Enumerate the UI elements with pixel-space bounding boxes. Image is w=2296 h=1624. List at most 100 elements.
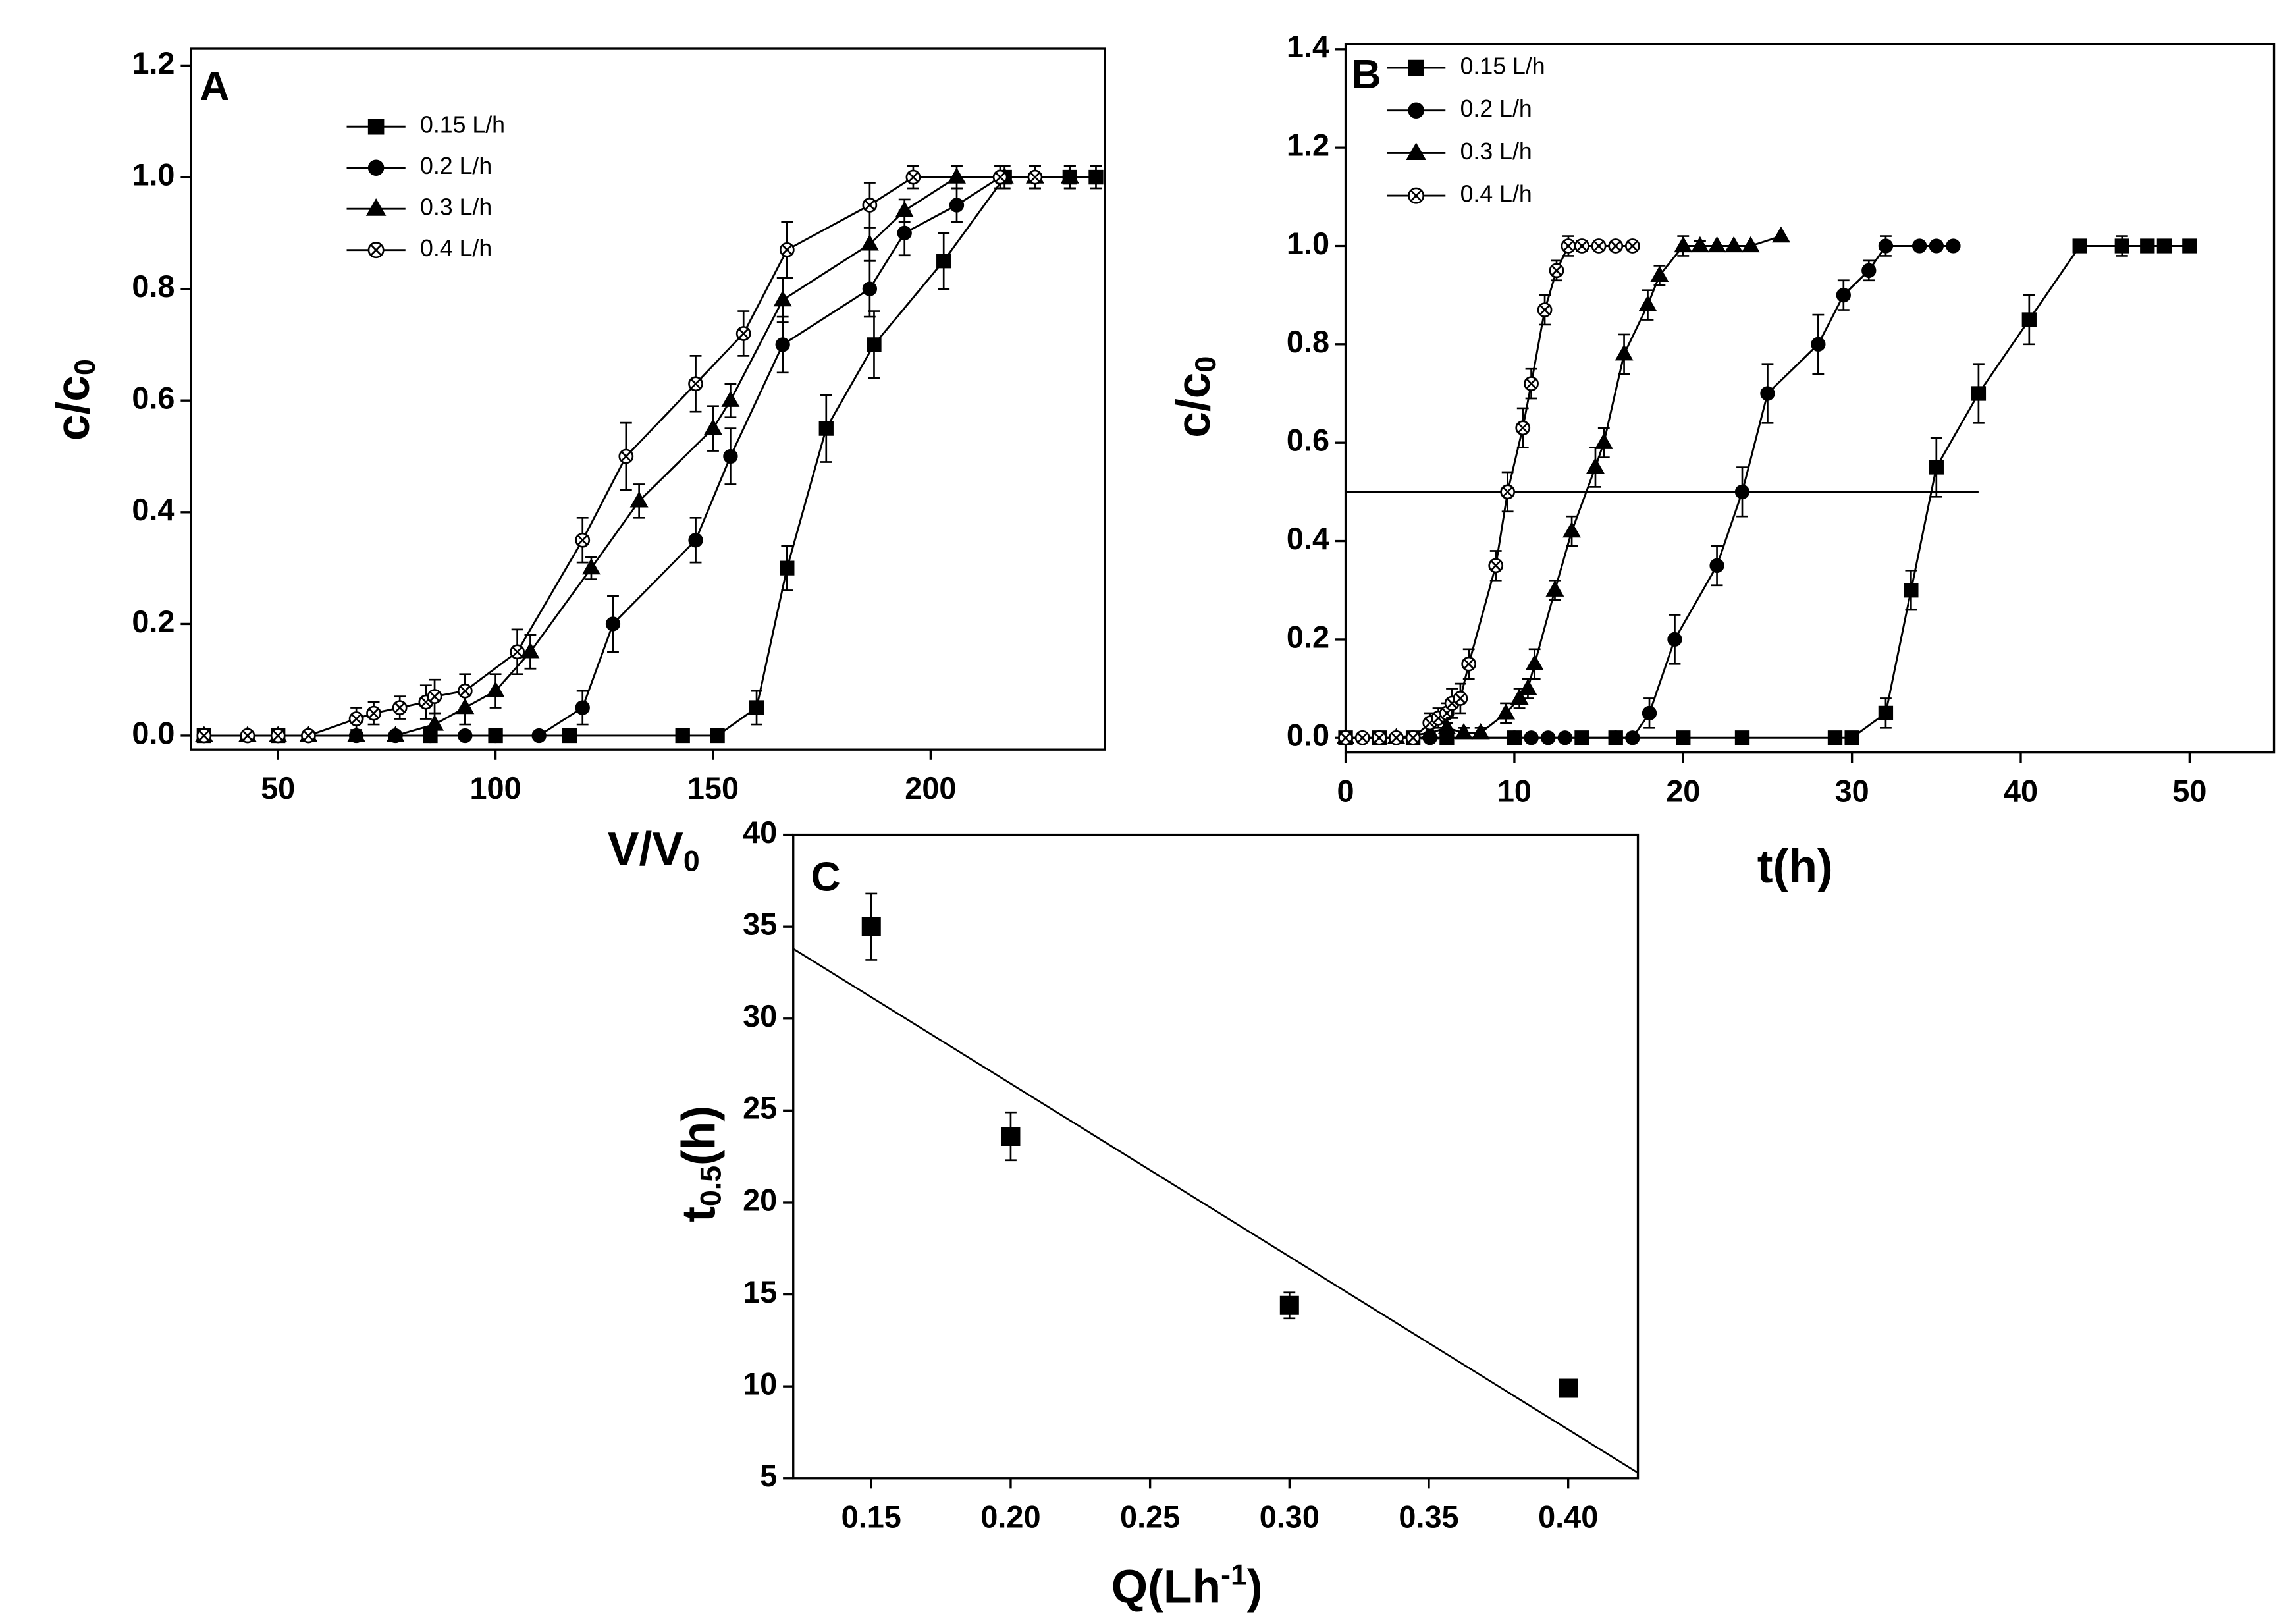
- data-point: [867, 337, 882, 352]
- y-tick-label: 1.2: [132, 46, 174, 80]
- x-tick-label: 30: [1835, 774, 1869, 808]
- data-point: [1772, 226, 1790, 243]
- y-tick-label: 35: [743, 907, 777, 942]
- data-point: [710, 728, 725, 744]
- data-point: [2182, 238, 2197, 254]
- data-point: [775, 337, 790, 352]
- data-point: [1507, 730, 1522, 745]
- plot-frame: [792, 833, 1640, 1480]
- data-point: [1929, 238, 1944, 254]
- data-point: [779, 242, 795, 257]
- data-point: [486, 681, 505, 697]
- data-point: [629, 491, 649, 508]
- y-tick-label: 1.0: [132, 157, 174, 192]
- data-point: [1625, 730, 1640, 745]
- data-point: [1861, 263, 1877, 278]
- data-point: [2072, 238, 2087, 254]
- panel-label: A: [200, 63, 229, 109]
- legend-label: 0.2 L/h: [420, 153, 492, 179]
- data-point: [1279, 1295, 1299, 1315]
- data-point: [1562, 521, 1582, 538]
- data-point: [240, 728, 255, 744]
- legend-label: 0.3 L/h: [420, 194, 492, 221]
- data-point: [510, 644, 525, 660]
- y-tick-label: 0.0: [1287, 718, 1329, 753]
- data-point: [1844, 730, 1859, 745]
- y-tick-label: 0.6: [132, 381, 174, 416]
- y-tick-label: 0.0: [132, 716, 174, 750]
- data-point: [1518, 678, 1537, 695]
- data-point: [1027, 169, 1043, 185]
- data-point: [581, 558, 601, 575]
- axis-title-part: t: [672, 1206, 725, 1222]
- data-point: [2140, 238, 2155, 254]
- data-point: [1946, 238, 1961, 254]
- axis-title-part: 0.5: [695, 1166, 727, 1206]
- data-point: [862, 281, 878, 296]
- legend-marker: [1408, 102, 1424, 119]
- legend-label: 0.4 L/h: [420, 235, 492, 261]
- data-point: [1734, 484, 1750, 500]
- axis-title-part: c/c: [47, 375, 99, 441]
- data-point: [488, 728, 503, 744]
- data-point: [749, 700, 764, 715]
- data-point: [1929, 460, 1944, 475]
- axis-title-part: Q(Lh: [1111, 1560, 1221, 1613]
- axis-title-part: 0: [683, 845, 700, 877]
- x-tick-label: 40: [2004, 774, 2038, 808]
- data-point: [1088, 169, 1104, 185]
- data-point: [723, 448, 738, 464]
- data-point: [688, 533, 703, 548]
- plot-frame: [1344, 43, 2276, 754]
- legend-marker: [367, 118, 385, 135]
- data-point: [948, 167, 966, 184]
- data-point: [1537, 302, 1553, 317]
- data-point: [301, 728, 316, 744]
- data-point: [1510, 688, 1529, 705]
- y-tick-label: 15: [743, 1275, 777, 1309]
- data-point: [1591, 238, 1607, 254]
- data-point: [1690, 236, 1709, 253]
- y-tick-label: 0.6: [1287, 423, 1329, 458]
- data-point: [1541, 730, 1556, 745]
- data-point: [1586, 457, 1605, 474]
- data-point: [895, 201, 914, 217]
- data-point: [1667, 632, 1682, 647]
- data-point: [1878, 238, 1894, 254]
- data-point: [1471, 722, 1490, 740]
- series-line: [203, 176, 1035, 737]
- data-point: [1741, 236, 1760, 253]
- data-point: [992, 169, 1008, 185]
- data-point: [1437, 718, 1456, 734]
- data-point: [1524, 376, 1539, 391]
- data-point: [1461, 656, 1477, 672]
- y-tick-label: 0.8: [132, 269, 174, 304]
- data-point: [1638, 295, 1657, 311]
- data-point: [735, 326, 751, 341]
- data-point: [1594, 433, 1613, 449]
- data-point: [1389, 730, 1404, 745]
- x-tick-label: 10: [1497, 774, 1532, 808]
- data-point: [721, 391, 740, 407]
- x-tick-label: 200: [905, 771, 956, 805]
- data-point: [348, 711, 364, 726]
- data-point: [1574, 238, 1589, 254]
- data-point: [675, 728, 690, 744]
- data-point: [1674, 236, 1693, 253]
- legend-label: 0.2 L/h: [1460, 95, 1532, 122]
- data-point: [458, 728, 473, 744]
- data-point: [1453, 691, 1468, 706]
- data-point: [780, 560, 795, 576]
- data-point: [1615, 344, 1634, 361]
- data-point: [366, 705, 381, 721]
- data-point: [1878, 705, 1894, 721]
- data-point: [1904, 583, 1919, 598]
- data-point: [905, 169, 921, 185]
- plot-frame: [190, 47, 1106, 751]
- data-point: [704, 418, 722, 435]
- legend-label: 0.4 L/h: [1460, 181, 1532, 207]
- data-point: [949, 198, 965, 213]
- x-tick-label: 20: [1666, 774, 1700, 808]
- axis-title-part: 0: [1190, 356, 1222, 373]
- data-point: [2114, 238, 2129, 254]
